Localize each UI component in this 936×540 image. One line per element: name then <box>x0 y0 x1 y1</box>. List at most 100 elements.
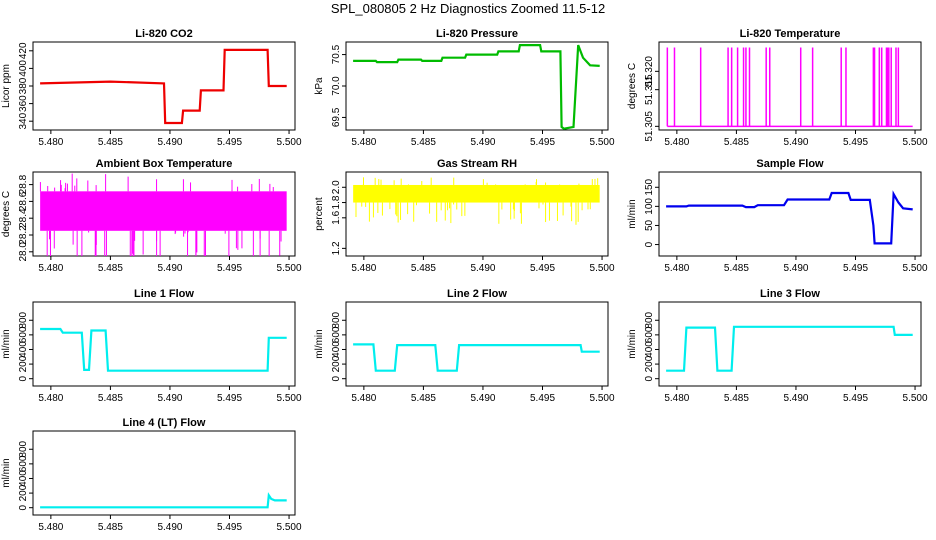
x-tick-label: 5.500 <box>277 393 302 404</box>
y-axis-label: Licor ppm <box>1 64 12 108</box>
plot-frame <box>32 301 296 387</box>
chart-title: Ambient Box Temperature <box>96 158 233 170</box>
x-tick-label: 5.500 <box>903 393 928 404</box>
x-tick-label: 5.485 <box>98 137 123 148</box>
series-line <box>666 325 913 372</box>
chart-panel-5: Gas Stream RH percent 5.480 5.485 5.490 5.495… <box>314 158 615 274</box>
x-tick-label: 5.490 <box>783 137 808 148</box>
chart-panel-2: Li-820 Pressure kPa 5.480 5.485 5.490 5.495 5.… <box>314 28 615 148</box>
chart-title: Line 3 Flow <box>760 288 820 300</box>
x-tick-label: 5.500 <box>277 522 302 533</box>
x-tick-label: 5.490 <box>157 263 182 274</box>
x-tick-label: 5.500 <box>590 263 615 274</box>
plot-frame <box>32 430 296 516</box>
data-band <box>40 191 287 231</box>
x-tick-label: 5.490 <box>157 137 182 148</box>
series-line <box>40 327 287 372</box>
y-tick-label: 600 <box>331 326 342 343</box>
y-tick-label: 69.5 <box>331 107 342 127</box>
chart-panel-8: Line 2 Flow ml/min 5.480 5.485 5.490 5.495 5.5… <box>314 288 615 404</box>
x-tick-label: 5.490 <box>470 393 495 404</box>
x-tick-label: 5.480 <box>38 522 63 533</box>
y-tick-label: 800 <box>18 311 29 328</box>
y-tick-label: 1.2 <box>331 241 342 255</box>
y-tick-label: 70.5 <box>331 44 342 64</box>
x-tick-label: 5.495 <box>217 522 242 533</box>
chart-title: Line 1 Flow <box>134 288 194 300</box>
y-tick-label: 28.2 <box>18 225 29 245</box>
y-tick-label: 400 <box>331 341 342 358</box>
y-tick-label: 1.8 <box>331 195 342 209</box>
data-band <box>353 184 600 203</box>
y-axis-label: kPa <box>314 77 325 95</box>
x-tick-label: 5.480 <box>38 137 63 148</box>
x-tick-label: 5.490 <box>470 137 495 148</box>
x-tick-label: 5.495 <box>530 393 555 404</box>
y-tick-label: 400 <box>644 341 655 358</box>
y-axis-label: degrees C <box>1 191 12 237</box>
x-tick-label: 5.500 <box>277 263 302 274</box>
y-axis-label: ml/min <box>627 199 638 228</box>
x-tick-label: 5.500 <box>277 137 302 148</box>
x-tick-label: 5.480 <box>351 263 376 274</box>
y-tick-label: 28.6 <box>18 191 29 211</box>
plot-frame <box>658 301 922 387</box>
y-axis-label: percent <box>314 197 325 231</box>
y-tick-label: 600 <box>644 326 655 343</box>
x-tick-label: 5.490 <box>783 263 808 274</box>
x-tick-label: 5.485 <box>98 522 123 533</box>
x-tick-label: 5.480 <box>38 393 63 404</box>
chart-title: Gas Stream RH <box>437 158 517 170</box>
y-tick-label: 800 <box>18 440 29 457</box>
x-tick-label: 5.485 <box>411 137 436 148</box>
plot-frame <box>658 41 922 131</box>
chart-title: Li-820 CO2 <box>135 28 192 40</box>
x-tick-label: 5.480 <box>351 137 376 148</box>
y-axis-label: ml/min <box>627 329 638 358</box>
x-tick-label: 5.500 <box>903 137 928 148</box>
y-tick-label: 340 <box>18 112 29 129</box>
chart-panel-1: Li-820 CO2 Licor ppm 5.480 5.485 5.490 5.495 5… <box>1 28 302 148</box>
y-tick-label: 28.8 <box>18 174 29 194</box>
x-tick-label: 5.495 <box>217 263 242 274</box>
y-tick-label: 200 <box>18 355 29 372</box>
x-tick-label: 5.490 <box>783 393 808 404</box>
x-tick-label: 5.490 <box>157 522 182 533</box>
x-tick-label: 5.490 <box>157 393 182 404</box>
y-tick-label: 51.305 <box>644 111 655 142</box>
x-tick-label: 5.480 <box>38 263 63 274</box>
y-tick-label: 600 <box>18 455 29 472</box>
y-tick-label: 800 <box>331 311 342 328</box>
y-tick-label: 0 <box>644 375 655 381</box>
chart-title: Li-820 Pressure <box>436 28 518 40</box>
y-tick-label: 50 <box>644 219 655 231</box>
x-tick-label: 5.495 <box>843 263 868 274</box>
chart-title: Li-820 Temperature <box>740 28 841 40</box>
y-tick-label: 400 <box>18 341 29 358</box>
y-tick-label: 51.315 <box>644 74 655 105</box>
chart-title: Line 2 Flow <box>447 288 507 300</box>
x-tick-label: 5.495 <box>530 137 555 148</box>
series-line <box>40 492 287 509</box>
chart-panel-9: Line 3 Flow ml/min 5.480 5.485 5.490 5.495 5.5… <box>627 288 928 404</box>
y-tick-label: 28.0 <box>18 242 29 262</box>
x-tick-label: 5.485 <box>98 263 123 274</box>
y-tick-label: 400 <box>18 60 29 77</box>
x-tick-label: 5.495 <box>843 393 868 404</box>
y-axis-label: ml/min <box>1 458 12 487</box>
chart-panel-6: Sample Flow ml/min 5.480 5.485 5.490 5.495 5.5… <box>627 158 928 274</box>
series-line <box>666 190 913 245</box>
chart-panel-3: Li-820 Temperature degrees C 5.480 5.485 5.4… <box>627 28 928 148</box>
y-tick-label: 600 <box>18 326 29 343</box>
x-tick-label: 5.485 <box>411 263 436 274</box>
x-tick-label: 5.485 <box>411 393 436 404</box>
series-line <box>353 343 600 372</box>
x-tick-label: 5.480 <box>351 393 376 404</box>
x-tick-label: 5.495 <box>217 393 242 404</box>
y-tick-label: 200 <box>331 355 342 372</box>
x-tick-label: 5.500 <box>590 137 615 148</box>
y-tick-label: 150 <box>644 178 655 195</box>
y-tick-label: 200 <box>644 355 655 372</box>
y-tick-label: 0 <box>18 375 29 381</box>
